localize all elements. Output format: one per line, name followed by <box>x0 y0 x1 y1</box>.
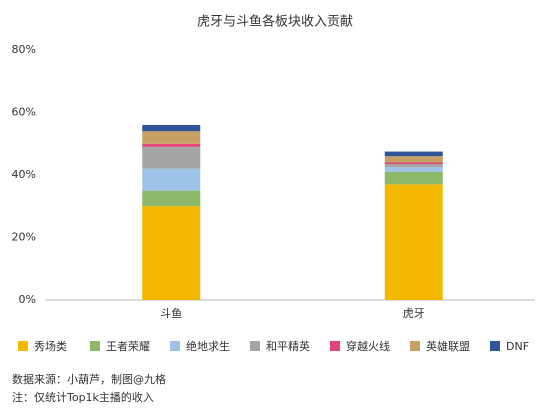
bar-segment <box>384 171 443 185</box>
legend-label: DNF <box>506 340 529 353</box>
bar-segment <box>142 168 201 191</box>
legend-swatch <box>330 341 340 351</box>
legend-swatch <box>170 341 180 351</box>
bar-segment <box>384 151 443 157</box>
legend-swatch <box>18 341 28 351</box>
y-tick-label: 60% <box>12 106 36 119</box>
bar-segment <box>142 143 201 147</box>
bar-segment <box>142 146 201 169</box>
legend-label: 和平精英 <box>266 339 310 353</box>
legend-swatch <box>410 341 420 351</box>
legend-label: 英雄联盟 <box>426 339 470 353</box>
bar-segment <box>384 184 443 300</box>
legend-label: 穿越火线 <box>346 339 390 353</box>
footnote: 注：仅统计Top1k主播的收入 <box>12 390 154 404</box>
legend-swatch <box>250 341 260 351</box>
legend-swatch <box>90 341 100 351</box>
legend-label: 秀场类 <box>34 339 67 353</box>
bar-segment <box>142 125 201 132</box>
y-tick-label: 0% <box>19 293 36 306</box>
source-note: 数据来源：小葫芦，制图@九格 <box>12 372 166 386</box>
legend-label: 绝地求生 <box>186 339 230 353</box>
x-tick-label: 斗鱼 <box>160 306 182 320</box>
bar-segment <box>384 164 443 168</box>
chart-title: 虎牙与斗鱼各板块收入贡献 <box>197 14 353 30</box>
bar-segment <box>384 167 443 172</box>
bar-segment <box>142 131 201 144</box>
bar-segment <box>384 162 443 165</box>
bar-segment <box>384 156 443 163</box>
bar-segment <box>142 190 201 207</box>
legend-label: 王者荣耀 <box>106 340 150 353</box>
y-tick-label: 40% <box>12 168 36 181</box>
legend-swatch <box>490 341 500 351</box>
x-tick-label: 虎牙 <box>403 307 425 320</box>
y-tick-label: 20% <box>12 231 36 244</box>
y-tick-label: 80% <box>12 43 36 56</box>
bar-segment <box>142 206 201 300</box>
